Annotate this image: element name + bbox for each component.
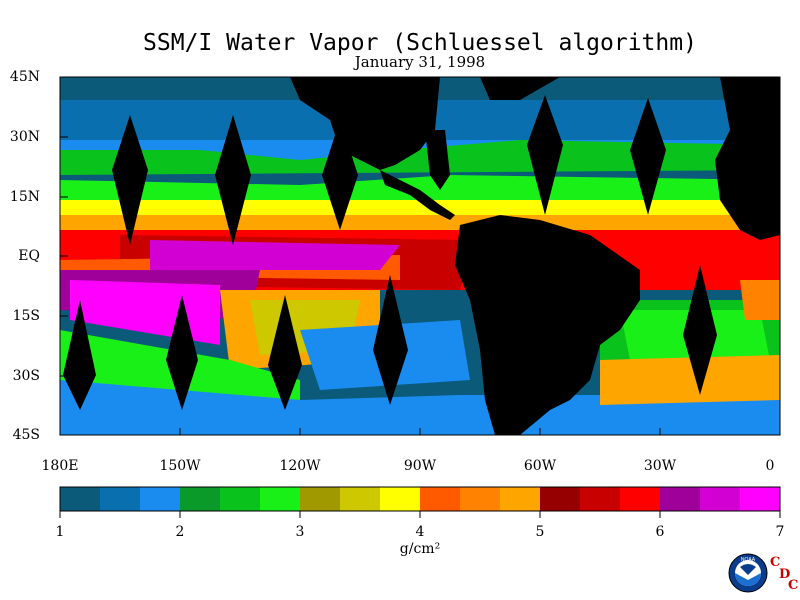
colorbar-swatch	[260, 487, 301, 511]
lon-label-180e: 180E	[41, 458, 79, 474]
lat-label-15s: 15S	[12, 308, 40, 324]
colorbar-swatch	[540, 487, 581, 511]
colorbar-swatch	[580, 487, 621, 511]
lon-label-60w: 60W	[523, 458, 557, 474]
colorbar-label-6: 6	[655, 524, 665, 540]
lat-label-30n: 30N	[9, 129, 40, 145]
lon-label-90w: 90W	[403, 458, 437, 474]
cdc-letter-d: D	[779, 567, 791, 582]
colorbar-label-4: 4	[415, 524, 425, 540]
colorbar-swatch	[300, 487, 341, 511]
lat-label-15n: 15N	[9, 189, 40, 205]
colorbar-label-1: 1	[55, 524, 65, 540]
colorbar-swatch	[380, 487, 421, 511]
lat-label-45s: 45S	[12, 427, 40, 443]
map-date: January 31, 1998	[354, 53, 486, 71]
lat-label-30s: 30S	[12, 368, 40, 384]
colorbar-swatch	[340, 487, 381, 511]
lon-label-150w: 150W	[159, 458, 201, 474]
colorbar-swatch	[460, 487, 501, 511]
colorbar-label-5: 5	[535, 524, 545, 540]
noaa-logo-text: NOAA	[741, 557, 756, 563]
colorbar-swatch	[420, 487, 461, 511]
colorbar-swatch	[220, 487, 261, 511]
latitude-ticks	[60, 76, 68, 436]
colorbar-swatch	[60, 487, 101, 511]
colorbar	[60, 487, 781, 511]
colorbar-swatch	[620, 487, 661, 511]
cdc-letter-c2: C	[788, 578, 799, 593]
colorbar-swatch	[180, 487, 221, 511]
colorbar-ticks	[59, 511, 781, 518]
cdc-letter-c1: C	[770, 555, 781, 570]
longitude-ticks	[59, 428, 781, 435]
colorbar-label-7: 7	[775, 524, 785, 540]
noaa-logo: NOAA	[728, 553, 768, 593]
lon-label-120w: 120W	[279, 458, 321, 474]
colorbar-units: g/cm²	[399, 541, 441, 557]
colorbar-swatch	[700, 487, 741, 511]
lat-label-45n: 45N	[9, 69, 40, 85]
colorbar-label-3: 3	[295, 524, 305, 540]
lat-label-eq: EQ	[18, 248, 40, 264]
colorbar-label-2: 2	[175, 524, 185, 540]
map-field	[60, 77, 780, 435]
colorbar-swatch	[660, 487, 701, 511]
colorbar-swatch	[140, 487, 181, 511]
map-title: SSM/I Water Vapor (Schluessel algorithm)	[143, 30, 697, 56]
lon-label-0: 0	[765, 458, 775, 474]
colorbar-swatch	[500, 487, 541, 511]
colorbar-swatch	[740, 487, 781, 511]
colorbar-swatch	[100, 487, 141, 511]
lon-label-30w: 30W	[643, 458, 677, 474]
missing-data-swaths	[63, 95, 717, 410]
